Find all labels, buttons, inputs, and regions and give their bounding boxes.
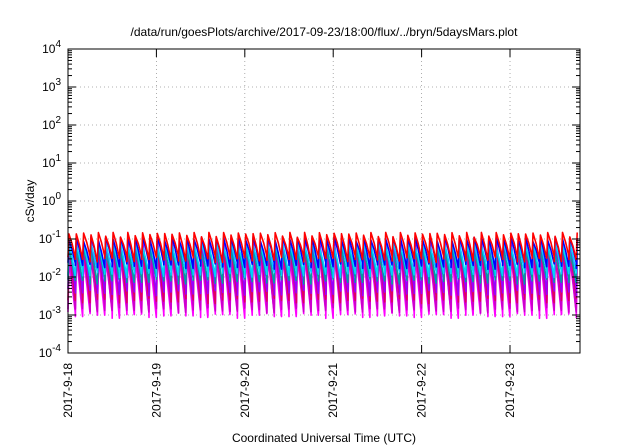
x-tick-label: 2017-9-20	[238, 363, 252, 418]
y-tick-label: 10-2	[39, 267, 62, 284]
y-tick-label: 101	[42, 153, 61, 170]
series-line	[67, 231, 578, 264]
y-tick-label: 100	[42, 191, 61, 208]
y-tick-label: 10-4	[39, 343, 62, 360]
y-tick-label: 104	[42, 39, 61, 56]
chart-title: /data/run/goesPlots/archive/2017-09-23/1…	[131, 25, 519, 39]
x-tick-label: 2017-9-23	[503, 363, 517, 418]
y-tick-label: 10-3	[39, 305, 62, 322]
y-tick-label: 10-1	[39, 229, 62, 246]
y-tick-label: 102	[42, 115, 61, 132]
x-tick-label: 2017-9-18	[61, 363, 75, 418]
y-ticks: 10-4 10-3 10-2 10-1 100 101 102 103 104	[39, 39, 580, 360]
series-line	[67, 251, 578, 314]
y-axis-label: cSv/day	[23, 180, 37, 223]
y-tick-label: 103	[42, 77, 61, 94]
x-ticks: 2017-9-18 2017-9-19 2017-9-20 2017-9-21 2017…	[61, 49, 517, 418]
series-group	[67, 231, 578, 320]
series-line	[67, 235, 578, 270]
x-axis-label: Coordinated Universal Time (UTC)	[232, 431, 416, 445]
x-tick-label: 2017-9-21	[326, 363, 340, 418]
x-tick-label: 2017-9-22	[415, 363, 429, 418]
x-tick-label: 2017-9-19	[149, 363, 163, 418]
